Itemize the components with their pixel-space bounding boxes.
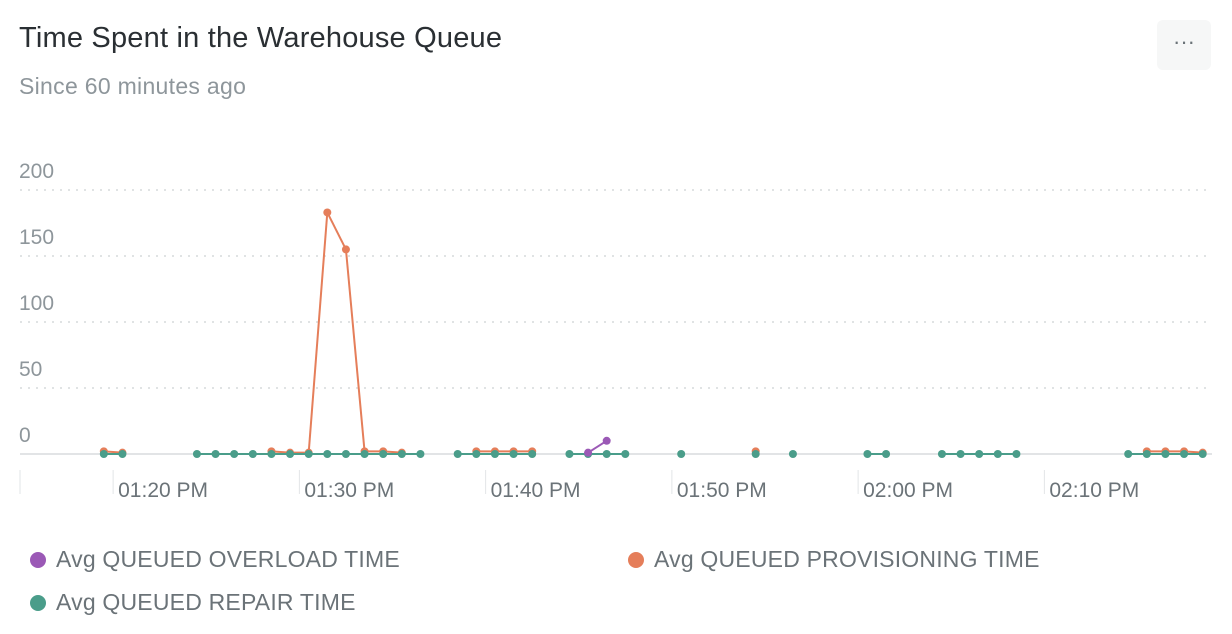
series-segment: [344, 249, 366, 452]
data-point[interactable]: [118, 450, 127, 458]
data-point[interactable]: [453, 450, 462, 458]
data-point[interactable]: [323, 450, 332, 458]
data-point[interactable]: [937, 450, 946, 458]
x-tick-label: 01:30 PM: [304, 479, 394, 502]
legend-label-repair: Avg QUEUED REPAIR TIME: [56, 589, 356, 615]
data-point[interactable]: [1180, 450, 1189, 458]
data-point[interactable]: [882, 450, 891, 458]
legend-item-provisioning[interactable]: Avg QUEUED PROVISIONING TIME: [628, 546, 1040, 573]
data-point[interactable]: [379, 450, 388, 458]
y-tick-label: 0: [19, 424, 31, 447]
data-point[interactable]: [956, 450, 965, 458]
y-axis-ticks: 0 50 100 150 200: [19, 160, 54, 447]
data-point[interactable]: [360, 450, 369, 458]
y-tick-label: 50: [19, 358, 42, 381]
x-tick-label: 01:50 PM: [677, 479, 767, 502]
data-point[interactable]: [602, 436, 611, 445]
data-point[interactable]: [1142, 450, 1151, 458]
legend-swatch-repair: [30, 594, 46, 611]
legend-swatch-provisioning: [628, 551, 644, 568]
x-tick-label: 02:00 PM: [863, 479, 953, 502]
data-point[interactable]: [323, 208, 332, 217]
series-segment: [307, 212, 329, 453]
data-point[interactable]: [230, 450, 239, 458]
data-point[interactable]: [677, 450, 686, 458]
series-group: [99, 208, 1207, 458]
y-tick-label: 100: [19, 292, 54, 315]
more-options-button[interactable]: ···: [1157, 20, 1211, 70]
chart-title: Time Spent in the Warehouse Queue: [19, 22, 503, 54]
data-point[interactable]: [341, 450, 350, 458]
data-point[interactable]: [1012, 450, 1021, 458]
data-point[interactable]: [341, 245, 350, 254]
data-point[interactable]: [528, 450, 537, 458]
legend-label-overload: Avg QUEUED OVERLOAD TIME: [56, 546, 400, 572]
x-tick-label: 01:40 PM: [491, 479, 581, 502]
x-tick-label: 02:10 PM: [1049, 479, 1139, 502]
y-tick-label: 150: [19, 226, 54, 249]
chart-subtitle: Since 60 minutes ago: [19, 73, 247, 99]
data-point[interactable]: [99, 450, 108, 458]
data-point[interactable]: [286, 450, 295, 458]
data-point[interactable]: [584, 448, 593, 457]
grid-lines: [19, 189, 1212, 494]
data-point[interactable]: [751, 450, 760, 458]
data-point[interactable]: [397, 450, 406, 458]
x-axis-ticks: 01:20 PM 01:30 PM 01:40 PM 01:50 PM 02:00 PM…: [112, 470, 1139, 502]
data-point[interactable]: [1198, 450, 1207, 458]
data-point[interactable]: [602, 450, 611, 458]
legend-label-provisioning: Avg QUEUED PROVISIONING TIME: [654, 546, 1040, 572]
data-point[interactable]: [416, 450, 425, 458]
data-point[interactable]: [788, 450, 797, 458]
legend-swatch-overload: [30, 551, 46, 568]
data-point[interactable]: [472, 450, 481, 458]
data-point[interactable]: [975, 450, 984, 458]
data-point[interactable]: [993, 450, 1002, 458]
data-point[interactable]: [1161, 450, 1170, 458]
data-point[interactable]: [267, 450, 276, 458]
y-tick-label: 200: [19, 160, 54, 183]
legend-item-overload[interactable]: Avg QUEUED OVERLOAD TIME: [30, 546, 400, 573]
data-point[interactable]: [621, 450, 630, 458]
series-segment: [326, 211, 347, 250]
data-point[interactable]: [304, 450, 313, 458]
x-tick-label: 01:20 PM: [118, 479, 208, 502]
data-point[interactable]: [248, 450, 257, 458]
data-point[interactable]: [863, 450, 872, 458]
data-point[interactable]: [565, 450, 574, 458]
legend-item-repair[interactable]: Avg QUEUED REPAIR TIME: [30, 589, 356, 616]
data-point[interactable]: [509, 450, 518, 458]
data-point[interactable]: [211, 450, 220, 458]
data-point[interactable]: [192, 450, 201, 458]
data-point[interactable]: [490, 450, 499, 458]
data-point[interactable]: [1124, 450, 1133, 458]
